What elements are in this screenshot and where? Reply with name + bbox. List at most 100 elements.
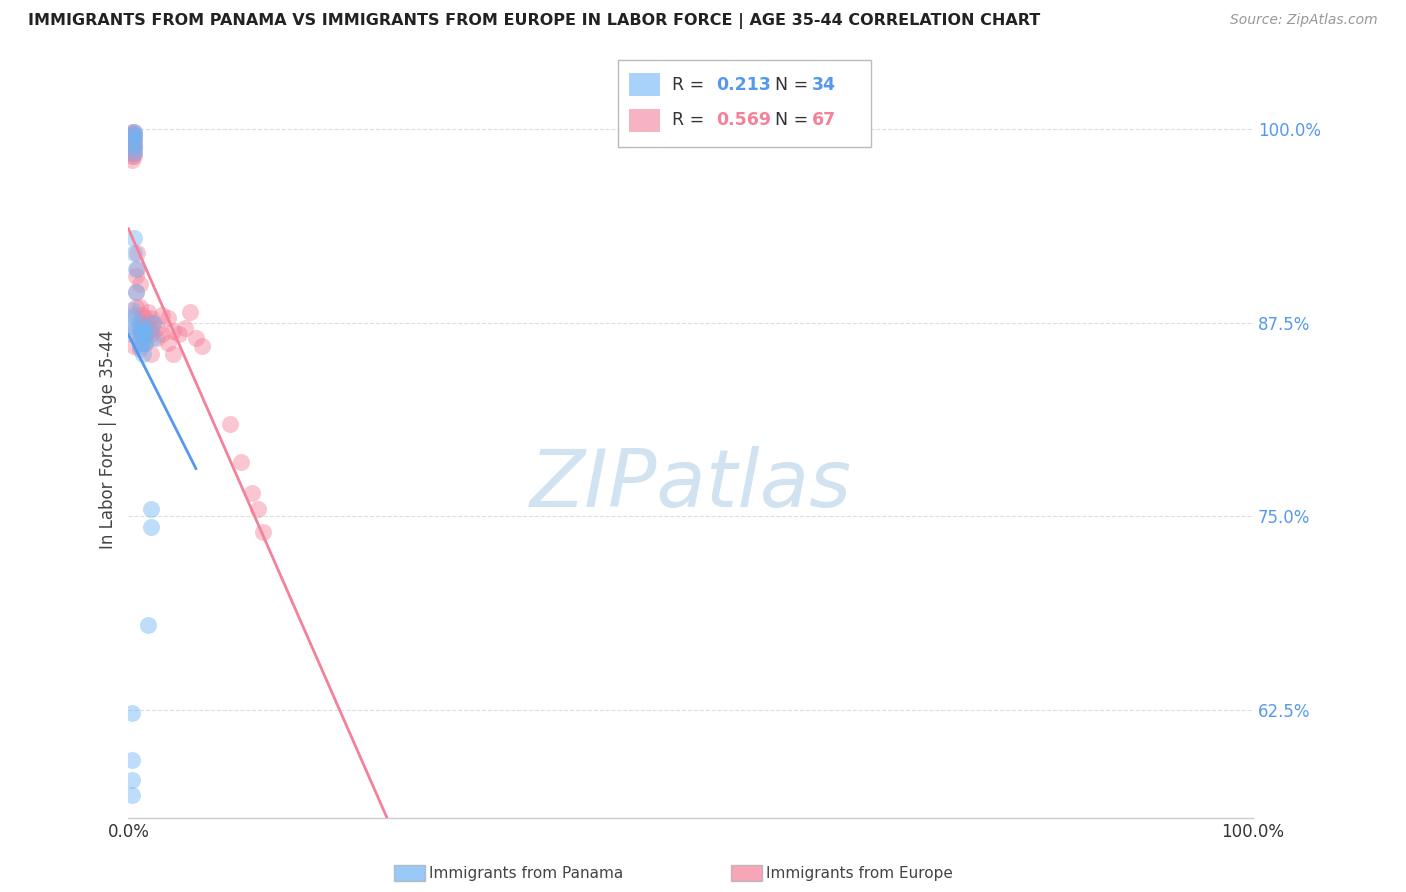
Text: Immigrants from Europe: Immigrants from Europe [766,866,953,880]
Point [121,753,143,767]
Point [134,311,156,326]
Point [121,303,143,318]
Point [139,501,162,516]
Point [132,326,155,341]
Point [128,316,150,330]
Point [122,339,145,353]
Point [122,125,145,139]
Text: Immigrants from Panama: Immigrants from Panama [429,866,623,880]
Point [173,320,195,334]
Point [142,316,165,330]
Point [121,135,143,149]
Point [142,316,165,330]
Point [142,331,165,345]
Point [122,133,145,147]
Point [125,261,148,276]
Point [121,125,143,139]
Bar [628,73,661,96]
Text: 0.213: 0.213 [717,76,772,94]
Text: N =: N = [763,76,814,94]
Point [218,417,240,431]
Point [122,133,145,147]
Point [156,336,179,351]
Point [128,331,150,345]
FancyBboxPatch shape [617,60,870,147]
Point [121,130,143,145]
Point [240,486,263,500]
Point [145,320,167,334]
Point [121,326,143,341]
Point [136,316,159,330]
Point [131,324,153,338]
Point [131,308,153,322]
Point [128,342,150,356]
Text: 34: 34 [813,76,837,94]
Point [122,130,145,145]
Point [122,148,145,162]
Point [131,336,153,351]
Point [134,320,156,334]
Point [121,141,143,155]
Point [121,789,143,803]
Point [122,324,145,338]
Point [121,128,143,143]
Point [121,131,143,145]
Point [139,326,162,341]
Text: ZIPatlas: ZIPatlas [530,446,852,524]
Point [121,153,143,168]
Point [121,772,143,787]
Point [252,524,274,539]
Point [122,145,145,160]
Point [184,331,207,345]
Point [122,246,145,260]
Point [125,285,148,299]
Point [122,145,145,160]
Text: 67: 67 [813,112,837,129]
Point [134,320,156,334]
Point [150,326,173,341]
Point [162,324,184,338]
Text: IMMIGRANTS FROM PANAMA VS IMMIGRANTS FROM EUROPE IN LABOR FORCE | AGE 35-44 CORR: IMMIGRANTS FROM PANAMA VS IMMIGRANTS FRO… [28,13,1040,29]
Text: R =: R = [672,76,709,94]
Point [121,148,143,162]
Point [139,520,162,534]
Point [127,246,149,260]
Point [128,324,150,338]
Point [121,127,143,141]
Point [246,501,269,516]
Point [122,128,145,143]
Point [122,137,145,152]
Y-axis label: In Labor Force | Age 35-44: In Labor Force | Age 35-44 [100,329,117,549]
Point [134,326,156,341]
Point [122,127,145,141]
Point [128,339,150,353]
Point [134,326,156,341]
Point [122,141,145,155]
Point [132,316,155,330]
Point [128,277,150,292]
Point [122,137,145,152]
Point [127,261,149,276]
Point [125,301,148,315]
Point [128,324,150,338]
Point [190,339,212,353]
Point [134,336,156,351]
Text: R =: R = [672,112,709,129]
Point [121,145,143,160]
Point [156,311,179,326]
Point [136,305,159,319]
Point [167,326,190,341]
Point [162,347,184,361]
Point [139,347,162,361]
Point [179,305,201,319]
Point [121,137,143,152]
Point [136,618,159,632]
Point [145,331,167,345]
Point [121,311,143,326]
Point [121,706,143,720]
Text: Source: ZipAtlas.com: Source: ZipAtlas.com [1230,13,1378,28]
Point [121,318,143,333]
Point [229,455,252,469]
Point [128,331,150,345]
Point [132,347,155,361]
